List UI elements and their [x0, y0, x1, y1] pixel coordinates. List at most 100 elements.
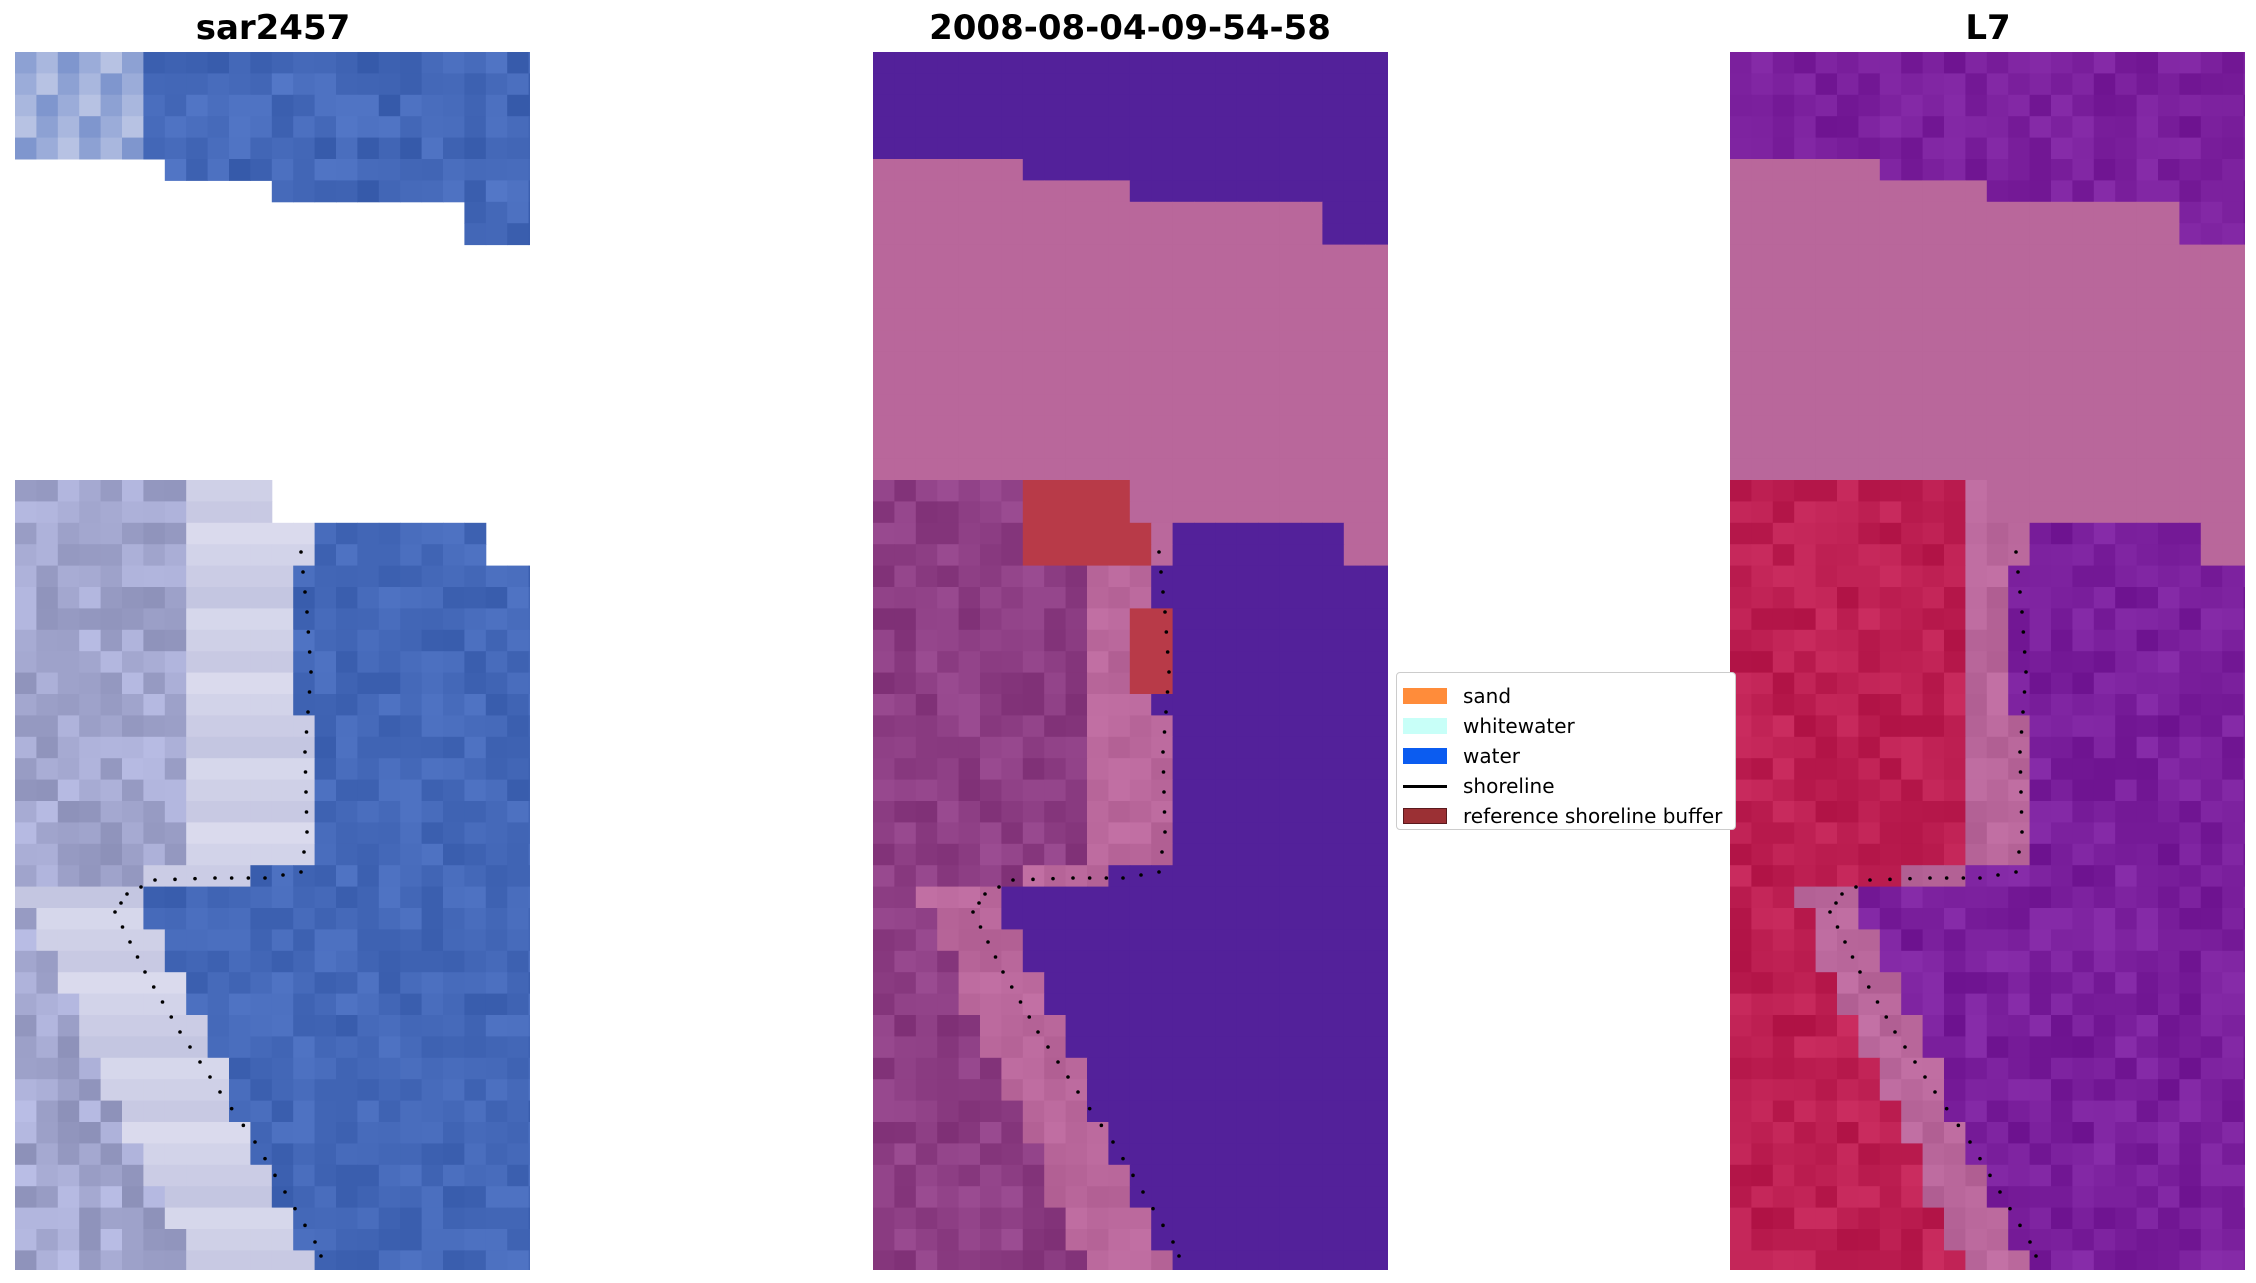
- image-pixel: [15, 1036, 37, 1059]
- image-pixel: [1386, 480, 1388, 502]
- image-pixel: [2158, 1122, 2180, 1144]
- shoreline-point: [2019, 730, 2024, 734]
- image-pixel: [1258, 437, 1281, 460]
- image-pixel: [2115, 52, 2138, 74]
- image-pixel: [1901, 480, 1924, 502]
- image-pixel: [1944, 822, 1966, 845]
- image-pixel: [1087, 1057, 1109, 1080]
- image-pixel: [250, 94, 273, 117]
- image-pixel: [1258, 629, 1281, 652]
- image-pixel: [1944, 1100, 1966, 1123]
- image-pixel: [293, 1186, 316, 1209]
- image-pixel: [1322, 501, 1345, 524]
- image-pixel: [1944, 1164, 1966, 1187]
- image-pixel: [207, 522, 230, 545]
- image-pixel: [1322, 886, 1345, 909]
- image-pixel: [1922, 565, 1945, 588]
- image-pixel: [937, 694, 960, 716]
- image-pixel: [1001, 544, 1024, 567]
- image-pixel: [57, 908, 80, 930]
- image-pixel: [1858, 1207, 1881, 1230]
- shoreline-point: [1177, 1254, 1181, 1258]
- image-pixel: [164, 94, 187, 117]
- image-pixel: [100, 908, 123, 930]
- image-pixel: [1108, 608, 1131, 631]
- image-pixel: [1001, 52, 1024, 74]
- image-pixel: [250, 501, 273, 524]
- image-pixel: [1151, 950, 1174, 973]
- image-pixel: [2200, 501, 2223, 524]
- image-pixel: [1236, 266, 1259, 288]
- image-pixel: [1022, 266, 1045, 288]
- image-pixel: [2179, 1186, 2202, 1209]
- image-pixel: [873, 651, 895, 674]
- image-pixel: [2179, 394, 2202, 417]
- image-pixel: [229, 1122, 251, 1144]
- image-pixel: [1986, 565, 2009, 588]
- image-pixel: [271, 1229, 294, 1251]
- image-pixel: [2115, 458, 2138, 481]
- image-pixel: [1794, 843, 1817, 866]
- image-pixel: [507, 822, 530, 845]
- image-pixel: [1215, 672, 1238, 695]
- image-pixel: [1901, 1250, 1924, 1270]
- image-pixel: [2051, 287, 2073, 310]
- image-pixel: [1087, 52, 1109, 74]
- image-pixel: [1279, 501, 1302, 524]
- image-pixel: [1879, 330, 1902, 353]
- shoreline-point: [1840, 892, 1844, 896]
- image-pixel: [528, 972, 530, 995]
- image-pixel: [1944, 565, 1966, 588]
- image-pixel: [1772, 94, 1795, 117]
- image-pixel: [2093, 287, 2116, 310]
- image-pixel: [1301, 415, 1323, 438]
- shoreline-point: [1978, 1156, 1982, 1161]
- image-pixel: [1001, 1207, 1024, 1230]
- image-pixel: [485, 1186, 508, 1209]
- shoreline-point: [135, 955, 140, 959]
- image-pixel: [2222, 244, 2245, 267]
- image-pixel: [2243, 651, 2245, 674]
- image-pixel: [2072, 779, 2095, 802]
- image-pixel: [36, 972, 59, 995]
- image-pixel: [1879, 73, 1902, 96]
- image-pixel: [400, 159, 423, 181]
- image-pixel: [15, 544, 37, 567]
- image-pixel: [1386, 1015, 1388, 1037]
- image-pixel: [1794, 993, 1817, 1016]
- image-pixel: [2158, 972, 2180, 995]
- image-pixel: [1236, 94, 1259, 117]
- image-pixel: [1858, 501, 1881, 524]
- image-pixel: [1129, 330, 1152, 353]
- image-pixel: [2115, 201, 2138, 224]
- image-pixel: [400, 950, 423, 973]
- image-pixel: [2243, 779, 2245, 802]
- image-pixel: [1730, 1079, 1752, 1102]
- image-pixel: [1965, 287, 1988, 310]
- image-pixel: [293, 972, 316, 995]
- image-pixel: [1772, 758, 1795, 781]
- shoreline-point: [1868, 878, 1872, 882]
- image-pixel: [2029, 565, 2052, 588]
- image-pixel: [2029, 608, 2052, 631]
- image-pixel: [314, 1015, 337, 1037]
- image-pixel: [2158, 1186, 2180, 1209]
- image-pixel: [443, 159, 465, 181]
- image-pixel: [1194, 116, 1216, 139]
- image-pixel: [1022, 159, 1045, 181]
- image-pixel: [1322, 758, 1345, 781]
- image-pixel: [1986, 1250, 2009, 1270]
- image-pixel: [894, 1229, 917, 1251]
- image-pixel: [250, 758, 273, 781]
- image-pixel: [1965, 223, 1988, 246]
- image-pixel: [1730, 1143, 1752, 1166]
- image-pixel: [1001, 1186, 1024, 1209]
- shoreline-point: [305, 830, 309, 834]
- image-pixel: [1879, 201, 1902, 224]
- image-pixel: [528, 201, 530, 224]
- legend-item-whitewater: whitewater: [1403, 712, 1575, 740]
- image-pixel: [2093, 565, 2116, 588]
- image-pixel: [100, 1143, 123, 1166]
- image-pixel: [894, 865, 917, 888]
- image-pixel: [1730, 950, 1752, 973]
